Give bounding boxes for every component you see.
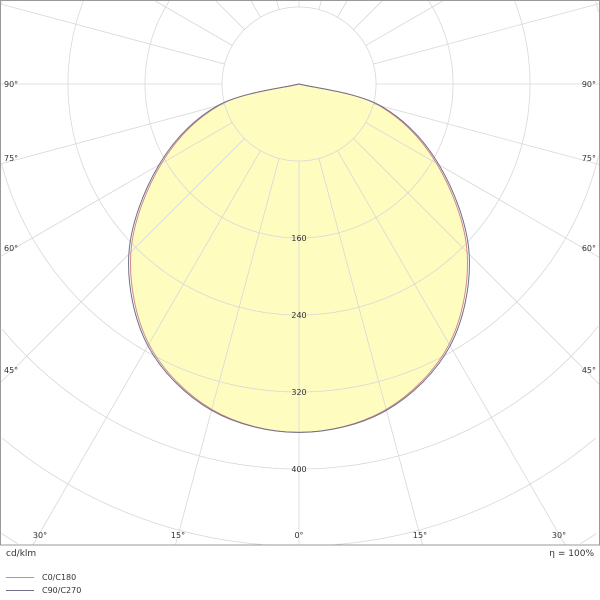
angle-label: 90°: [582, 80, 596, 89]
angle-label: 75°: [582, 154, 596, 163]
angle-label: 45°: [4, 366, 18, 375]
ring-gridline: [1, 533, 597, 544]
series-curve-1: [128, 83, 470, 433]
radial-gridline: [318, 0, 322, 10]
radial-gridline: [250, 0, 261, 18]
efficiency-label: η = 100%: [549, 549, 594, 559]
ring-gridline: [67, 1, 531, 316]
angle-label: 30°: [33, 531, 47, 540]
radial-gridline: [353, 138, 600, 385]
radial-gridline: [373, 3, 600, 65]
angle-label: 60°: [582, 244, 596, 253]
polar-plot: 160 240 320 400 30° 15° 0° 15° 30° 45° 45° 60° 60° 75…: [0, 0, 600, 546]
radial-tick-label: 320: [291, 388, 306, 397]
grid: [0, 0, 600, 546]
radial-gridline: [337, 150, 566, 546]
angle-label: 15°: [171, 531, 185, 540]
angle-label: 0°: [294, 531, 303, 540]
radial-gridline: [0, 3, 225, 65]
legend-item-c90: C90/C270: [6, 584, 81, 597]
radial-gridline: [32, 150, 261, 546]
angle-label: 45°: [582, 366, 596, 375]
ring-gridline: [144, 1, 454, 239]
angle-label: 90°: [4, 80, 18, 89]
radial-tick-label: 160: [291, 234, 306, 243]
angle-label: 75°: [4, 154, 18, 163]
ring-gridline: [1, 326, 599, 470]
angle-label: 30°: [552, 531, 566, 540]
legend-swatch: [6, 590, 34, 591]
angle-label: 60°: [4, 244, 18, 253]
radial-gridline: [353, 0, 383, 30]
radial-gridline: [318, 158, 423, 546]
legend-swatch: [6, 577, 34, 578]
ring-gridline: [221, 6, 377, 162]
radial-gridline: [215, 0, 245, 30]
radial-gridline: [276, 0, 280, 10]
radial-gridline: [365, 0, 443, 46]
legend-label: C0/C180: [42, 573, 77, 582]
radial-gridline: [365, 122, 600, 258]
radial-gridline: [0, 122, 233, 257]
angle-label: 15°: [413, 531, 427, 540]
radial-gridline: [0, 103, 225, 165]
ring-gridline: [1, 437, 597, 546]
legend: C0/C180 C90/C270: [6, 571, 81, 597]
legend-label: C90/C270: [42, 586, 82, 595]
unit-label: cd/klm: [6, 549, 37, 559]
radial-gridline: [373, 103, 600, 165]
radial-gridline: [175, 158, 280, 546]
radial-tick-label: 240: [291, 311, 306, 320]
radial-gridline: [0, 138, 245, 383]
radial-tick-label: 400: [291, 465, 306, 474]
legend-item-c0: C0/C180: [6, 571, 81, 584]
radial-gridline: [337, 0, 348, 18]
radial-gridline: [155, 0, 233, 46]
ring-gridline: [1, 1, 599, 393]
